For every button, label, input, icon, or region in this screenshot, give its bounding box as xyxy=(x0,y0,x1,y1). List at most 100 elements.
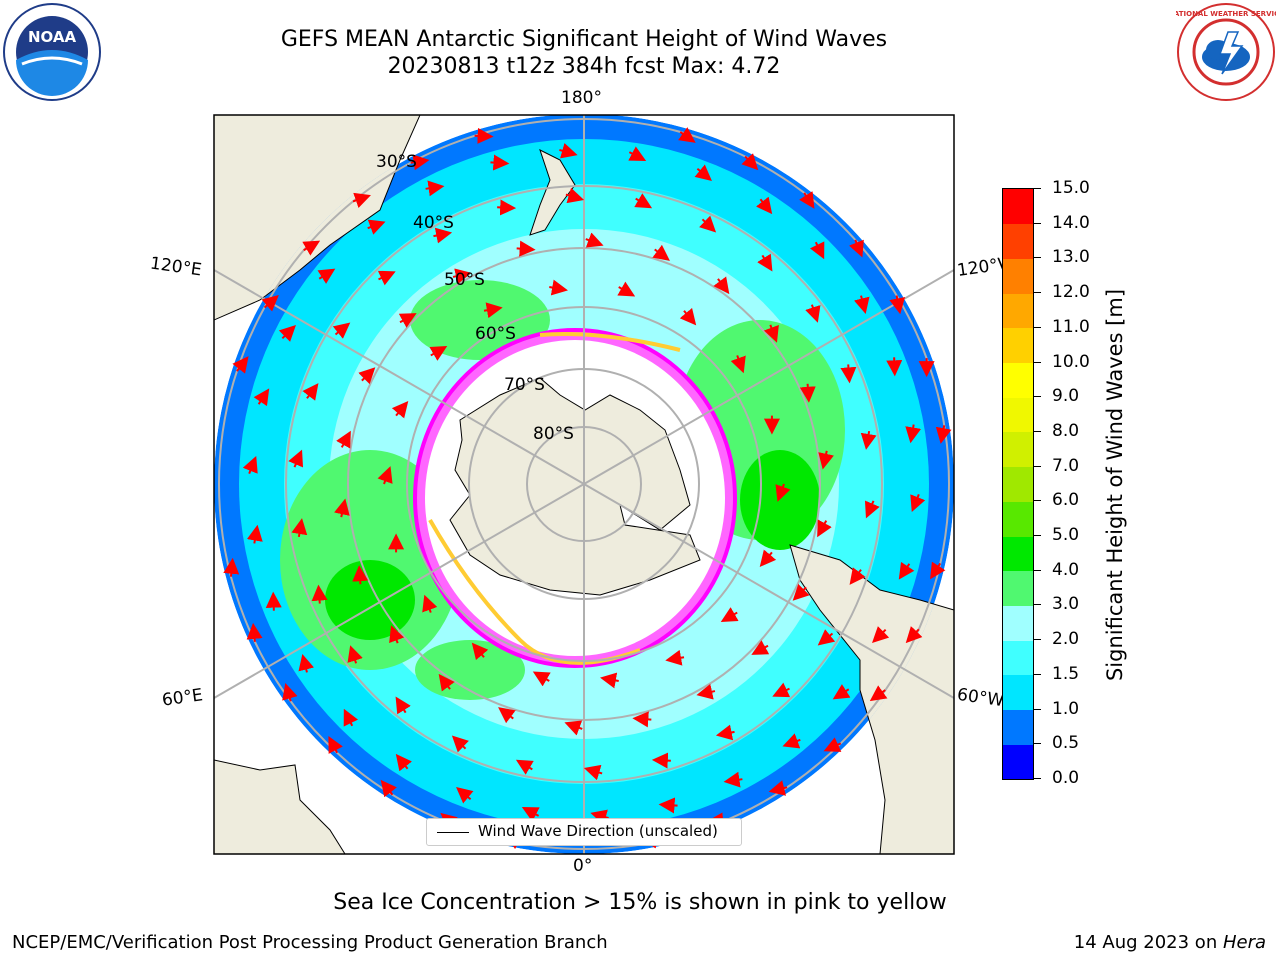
wave-direction-arrow xyxy=(652,244,670,261)
wave-direction-arrow xyxy=(864,500,880,519)
noaa-logo-text: NOAA xyxy=(28,28,77,46)
legend-line-swatch xyxy=(437,832,469,833)
wave-direction-arrow xyxy=(849,239,864,258)
colorbar-tick xyxy=(1033,361,1041,363)
wave-direction-arrow xyxy=(694,164,712,181)
wave-direction-arrow xyxy=(665,649,685,666)
wave-direction-arrow xyxy=(775,483,791,502)
colorbar-tick-label: 9.0 xyxy=(1052,386,1080,407)
wave-direction-arrow xyxy=(395,696,411,715)
wave-direction-arrow xyxy=(278,325,296,342)
lat-label-60s: 60°S xyxy=(475,324,516,344)
lat-label-50s: 50°S xyxy=(444,270,485,290)
wave-direction-arrow xyxy=(352,565,369,585)
wave-direction-arrow xyxy=(730,355,746,374)
colorbar-tick xyxy=(1033,396,1041,398)
colorbar-segment xyxy=(1003,640,1033,676)
colorbar-tick xyxy=(1033,569,1041,571)
wave-direction-arrow xyxy=(832,684,851,700)
colorbar-segment xyxy=(1003,397,1033,433)
wave-direction-arrow xyxy=(756,196,773,215)
colorbar-tick xyxy=(1033,500,1041,502)
wave-direction-arrow xyxy=(628,146,647,161)
wave-direction-arrow xyxy=(617,281,636,297)
wave-direction-arrow xyxy=(699,215,717,233)
footer-machine: Hera xyxy=(1222,932,1266,953)
colorbar-tick-label: 10.0 xyxy=(1052,351,1090,372)
lat-label-40s: 40°S xyxy=(413,213,454,233)
wave-direction-arrow xyxy=(288,449,304,468)
wave-direction-arrow xyxy=(367,219,386,235)
colorbar-tick xyxy=(1033,465,1041,467)
wave-direction-arrow xyxy=(840,364,857,384)
wave-direction-arrow xyxy=(347,645,363,664)
lat-label-70s: 70°S xyxy=(504,375,545,395)
wave-direction-arrow xyxy=(600,672,619,689)
noaa-logo: NOAA xyxy=(3,3,101,101)
colorbar-tick xyxy=(1033,673,1041,675)
colorbar-segment xyxy=(1003,570,1033,606)
sea-ice-note: Sea Ice Concentration > 15% is shown in … xyxy=(333,890,947,915)
colorbar-segment xyxy=(1003,223,1033,259)
wave-direction-arrow xyxy=(860,430,877,450)
wave-direction-arrow xyxy=(391,401,409,419)
wave-direction-arrow xyxy=(425,180,445,197)
colorbar-tick-label: 1.0 xyxy=(1052,698,1080,719)
colorbar-tick-label: 11.0 xyxy=(1052,316,1090,337)
wave-direction-arrow xyxy=(817,519,832,538)
lat-label-80s: 80°S xyxy=(533,424,574,444)
wave-direction-arrow xyxy=(336,430,351,449)
wave-direction-arrow xyxy=(872,626,890,643)
wave-direction-arrow xyxy=(232,356,249,374)
colorbar-segment xyxy=(1003,189,1033,225)
colorbar-tick-label: 1.5 xyxy=(1052,663,1080,684)
wave-direction-arrow xyxy=(723,771,743,788)
wave-direction-arrow xyxy=(741,153,759,171)
colorbar-tick-label: 12.0 xyxy=(1052,282,1090,303)
colorbar-segment xyxy=(1003,327,1033,364)
wave-direction-arrow xyxy=(261,295,279,312)
wave-direction-arrow xyxy=(223,557,240,577)
colorbar-tick-label: 5.0 xyxy=(1052,525,1080,546)
wave-direction-arrow xyxy=(823,737,842,752)
colorbar-tick xyxy=(1033,639,1041,641)
wave-direction-arrow xyxy=(242,455,258,474)
wave-direction-arrow xyxy=(935,425,952,444)
wave-direction-arrow xyxy=(651,752,671,769)
wave-direction-arrow xyxy=(549,279,568,296)
colorbar-tick-label: 15.0 xyxy=(1052,178,1090,198)
colorbar-segment xyxy=(1003,362,1033,398)
colorbar-tick xyxy=(1033,743,1041,745)
wave-direction-arrow xyxy=(302,240,321,256)
wave-direction-arrow xyxy=(759,549,777,567)
wave-direction-arrow xyxy=(853,295,870,315)
colorbar-tick-label: 13.0 xyxy=(1052,247,1090,268)
wave-direction-arrow xyxy=(696,683,716,700)
colorbar-tick xyxy=(1033,535,1041,537)
wave-direction-arrow xyxy=(471,642,489,661)
wave-direction-arrow xyxy=(799,383,816,403)
wave-direction-arrow xyxy=(849,567,866,585)
lon-label-0: 0° xyxy=(573,856,593,876)
wave-direction-arrow xyxy=(898,561,915,580)
lon-label-180: 180° xyxy=(561,88,602,108)
wave-direction-arrow xyxy=(799,191,815,209)
wave-direction-arrow xyxy=(565,187,585,204)
colorbar-segment xyxy=(1003,501,1033,537)
wave-direction-arrow xyxy=(352,192,371,208)
colorbar-tick-label: 6.0 xyxy=(1052,490,1080,511)
wave-direction-arrow xyxy=(246,524,263,544)
colorbar-tick xyxy=(1033,430,1041,432)
colorbar-tick-label: 8.0 xyxy=(1052,420,1080,441)
legend: Wind Wave Direction (unscaled) xyxy=(426,818,742,846)
colorbar-tick-label: 7.0 xyxy=(1052,455,1080,476)
wind-wave-arrows xyxy=(223,127,952,850)
wave-direction-arrow xyxy=(521,807,540,822)
wave-direction-arrow xyxy=(720,607,739,623)
wave-direction-arrow xyxy=(632,711,652,728)
wave-direction-arrow xyxy=(358,367,376,385)
wave-direction-arrow xyxy=(713,276,730,295)
wave-direction-arrow xyxy=(905,424,922,444)
wave-direction-arrow xyxy=(782,733,801,749)
